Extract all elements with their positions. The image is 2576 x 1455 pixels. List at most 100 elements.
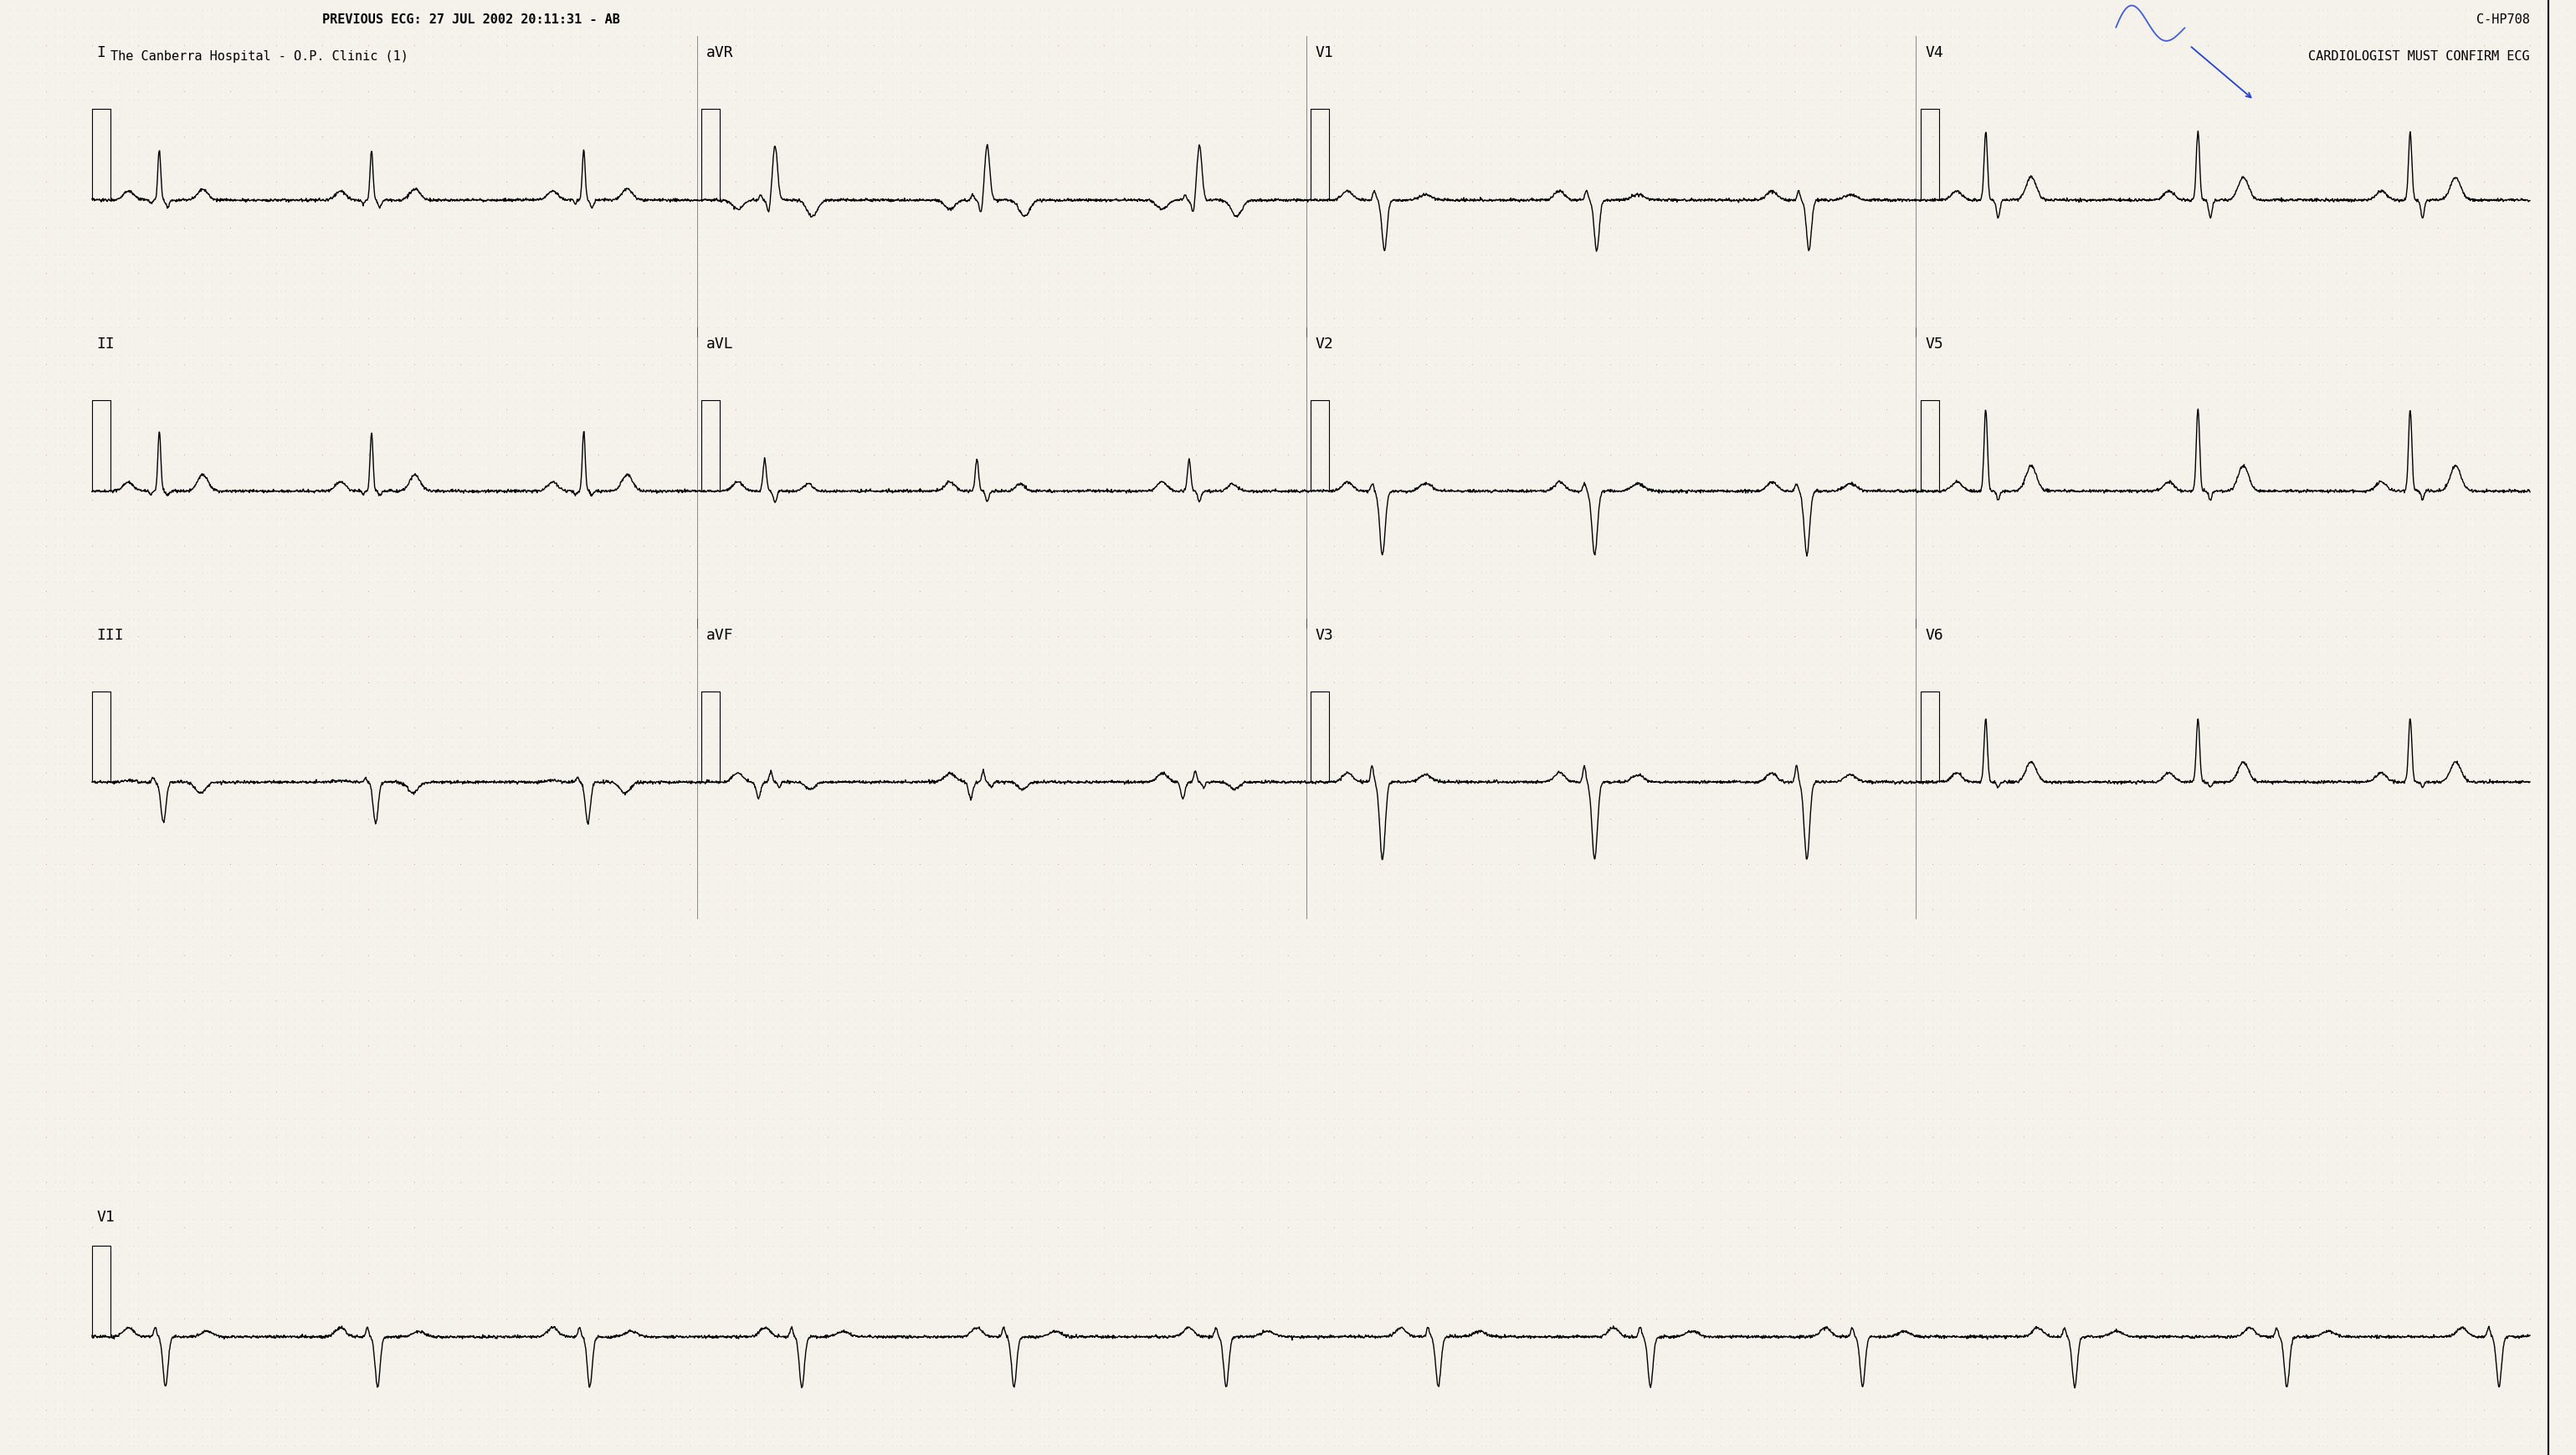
Point <box>330 761 371 784</box>
Point <box>402 1216 443 1240</box>
Point <box>2308 906 2349 930</box>
Point <box>420 1088 461 1112</box>
Point <box>505 917 546 940</box>
Point <box>1947 479 1989 502</box>
Point <box>1342 461 1383 485</box>
Point <box>1553 970 1595 994</box>
Point <box>724 262 765 285</box>
Point <box>587 1234 629 1257</box>
Point <box>1193 262 1234 285</box>
Point <box>1396 870 1437 893</box>
Point <box>2344 952 2385 975</box>
Point <box>1128 562 1170 585</box>
Point <box>1414 998 1455 1021</box>
Point <box>605 771 647 794</box>
Point <box>1103 1326 1144 1349</box>
Point <box>1028 879 1069 902</box>
Point <box>430 1225 471 1248</box>
Point <box>430 870 471 893</box>
Point <box>301 806 343 829</box>
Point <box>2159 42 2200 65</box>
Point <box>1443 1398 1484 1422</box>
Point <box>484 1280 526 1304</box>
Point <box>1157 1208 1198 1231</box>
Point <box>945 624 987 647</box>
Point <box>1754 879 1795 902</box>
Point <box>505 61 546 84</box>
Point <box>1461 1253 1502 1276</box>
Point <box>2362 461 2403 485</box>
Point <box>1425 570 1466 594</box>
Point <box>1901 6 1942 29</box>
Point <box>1203 952 1244 975</box>
Point <box>1643 25 1685 48</box>
Point <box>2437 1208 2478 1231</box>
Point <box>981 671 1023 694</box>
Point <box>1360 380 1401 403</box>
Point <box>126 470 167 493</box>
Point <box>1865 917 1906 940</box>
Point <box>430 652 471 675</box>
Point <box>1747 634 1788 658</box>
Point <box>2050 797 2092 821</box>
Point <box>2040 1280 2081 1304</box>
Point <box>827 624 868 647</box>
Point <box>1837 1208 1878 1231</box>
Point <box>2040 1007 2081 1030</box>
Point <box>2215 1253 2257 1276</box>
Point <box>1028 962 1069 985</box>
Point <box>677 79 719 102</box>
Point <box>1561 1016 1602 1039</box>
Point <box>219 1152 260 1176</box>
Point <box>1425 1398 1466 1422</box>
Point <box>2159 0 2200 20</box>
Point <box>1535 1161 1577 1184</box>
Point <box>806 925 848 949</box>
Point <box>1525 816 1566 840</box>
Point <box>2455 853 2496 876</box>
Point <box>2159 388 2200 412</box>
Point <box>1386 652 1427 675</box>
Point <box>2545 70 2576 93</box>
Point <box>799 316 840 339</box>
Point <box>623 1125 665 1148</box>
Point <box>1471 588 1512 611</box>
Point <box>1267 1261 1309 1285</box>
Point <box>44 725 85 748</box>
Point <box>1958 861 1999 885</box>
Point <box>2473 224 2514 247</box>
Point <box>881 925 922 949</box>
Point <box>845 1116 886 1139</box>
Point <box>2269 343 2311 367</box>
Point <box>1819 215 1860 239</box>
Point <box>384 525 425 549</box>
Point <box>1600 1144 1641 1167</box>
Point <box>2215 151 2257 175</box>
Point <box>144 889 185 912</box>
Point <box>118 789 160 812</box>
Point <box>2427 179 2468 202</box>
Point <box>2087 562 2128 585</box>
Point <box>659 0 701 20</box>
Point <box>1303 162 1345 185</box>
Point <box>1010 579 1051 602</box>
Point <box>54 470 95 493</box>
Point <box>945 461 987 485</box>
Point <box>1553 1353 1595 1376</box>
Point <box>0 989 31 1013</box>
Point <box>595 316 636 339</box>
Point <box>871 470 912 493</box>
Point <box>1239 1343 1280 1366</box>
Point <box>1643 188 1685 211</box>
Point <box>670 442 711 466</box>
Point <box>1221 861 1262 885</box>
Point <box>2527 388 2568 412</box>
Point <box>974 1152 1015 1176</box>
Point <box>355 252 397 275</box>
Point <box>459 925 500 949</box>
Point <box>430 671 471 694</box>
Point <box>2501 934 2543 957</box>
Point <box>1901 679 1942 703</box>
Point <box>2491 1398 2532 1422</box>
Point <box>1507 1208 1548 1231</box>
